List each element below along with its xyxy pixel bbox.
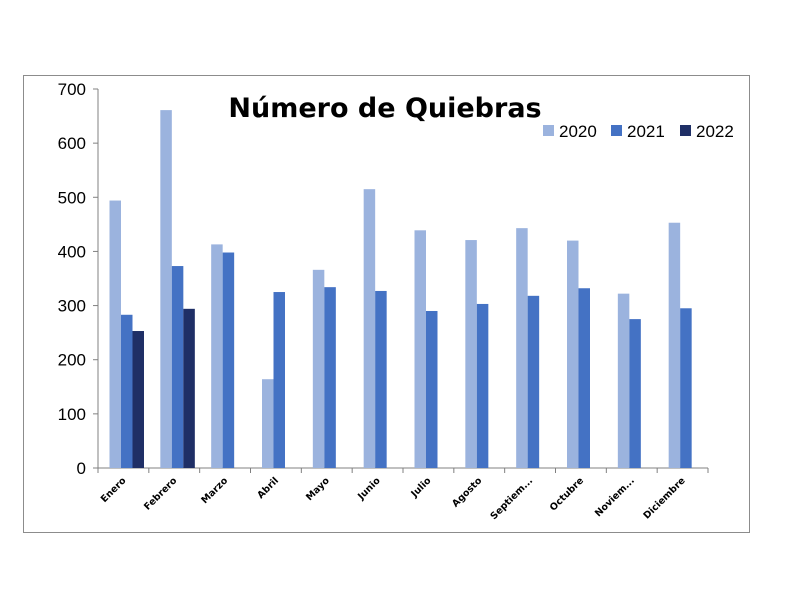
legend-label: 2020: [559, 122, 597, 141]
y-tick-label: 400: [58, 242, 86, 261]
y-tick-label: 500: [58, 188, 86, 207]
y-tick-label: 0: [77, 459, 86, 478]
legend: 2020 2021 2022: [543, 122, 734, 141]
bar-2020-0: [109, 200, 121, 468]
y-tick-label: 600: [58, 134, 86, 153]
bar-2021-0: [121, 314, 133, 468]
x-tick-label: Julio: [409, 475, 434, 500]
bars: [109, 110, 692, 468]
x-tick-label: Agosto: [450, 475, 485, 510]
legend-swatch-2020: [543, 125, 554, 136]
x-tick-label: Enero: [99, 475, 129, 505]
bar-2021-2: [222, 252, 235, 468]
bar-2022-0: [132, 331, 144, 468]
x-tick-label: Junio: [355, 475, 383, 503]
legend-swatch-2022: [680, 125, 691, 136]
bar-2021-4: [324, 287, 336, 468]
bar-2021-3: [273, 292, 285, 468]
bar-2020-10: [617, 293, 630, 468]
bar-2021-10: [629, 319, 641, 468]
x-tick-label: Mayo: [304, 475, 332, 503]
bar-2021-11: [680, 308, 692, 468]
x-tick-label: Marzo: [199, 475, 230, 506]
bar-2020-5: [363, 189, 376, 468]
x-axis: Enero Febrero Marzo Abril Mayo Junio Julio Agos…: [97, 467, 709, 522]
y-tick-label: 700: [58, 80, 86, 99]
bar-2020-6: [414, 230, 426, 468]
y-tick-label: 200: [58, 351, 86, 370]
legend-label: 2021: [627, 122, 665, 141]
chart-frame: [23, 75, 750, 533]
x-tick-label: Diciembre: [642, 475, 688, 521]
y-tick-label: 100: [58, 405, 86, 424]
legend-swatch-2021: [611, 125, 622, 136]
bar-2020-2: [211, 244, 223, 468]
bar-2020-9: [567, 240, 579, 468]
bar-2021-1: [171, 266, 184, 468]
bar-2021-8: [527, 295, 540, 468]
x-tick-label: Octubre: [548, 475, 586, 513]
bar-2021-7: [476, 303, 489, 468]
legend-label: 2022: [696, 122, 734, 141]
bar-2020-8: [516, 228, 528, 468]
x-tick-label: Abril: [255, 475, 281, 501]
y-tick-label: 300: [58, 297, 86, 316]
bar-2020-7: [465, 240, 477, 468]
bar-2020-11: [668, 222, 681, 468]
bar-2020-1: [160, 110, 172, 468]
x-tick-label: Febrero: [142, 475, 180, 513]
bar-2021-9: [578, 288, 590, 468]
bar-2021-5: [375, 290, 387, 468]
bar-2022-1: [183, 308, 195, 468]
y-axis: 0 100 200 300 400 500 600 700: [58, 80, 99, 478]
chart-title: Número de Quiebras: [228, 93, 541, 124]
bar-2020-4: [312, 269, 325, 468]
x-tick-label: Noviem...: [593, 475, 637, 519]
x-tick-label: Septiem...: [488, 475, 535, 522]
bar-2021-6: [426, 310, 438, 468]
bar-2020-3: [262, 379, 274, 468]
